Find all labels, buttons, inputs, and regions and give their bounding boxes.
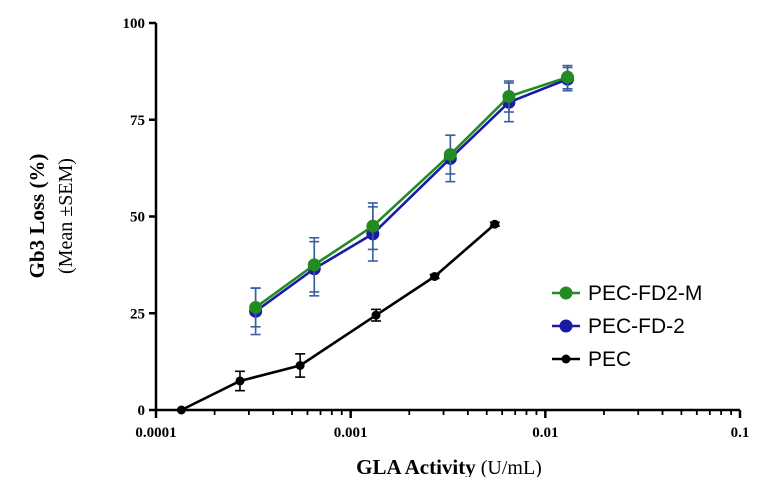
y-tick-label: 50	[130, 210, 145, 226]
y-tick-label: 0	[138, 403, 146, 419]
x-tick-label: 0.001	[334, 425, 368, 441]
data-point	[490, 219, 500, 229]
x-axis-title: GLA Activity (U/mL)	[356, 455, 542, 477]
series-line	[254, 75, 568, 309]
data-point	[249, 300, 263, 314]
legend: PEC-FD2-M PEC-FD-2 PEC	[552, 282, 702, 371]
x-tick-label: 0.0001	[135, 425, 176, 441]
legend-label: PEC-FD-2	[588, 315, 685, 338]
data-point	[371, 310, 381, 320]
axes: 0 25 50 75 100 0.0001 0.001 0.01 0.1	[123, 16, 750, 441]
series-pec	[176, 219, 500, 415]
series-group	[176, 64, 575, 415]
series-line	[254, 77, 568, 313]
legend-label: PEC-FD2-M	[588, 282, 702, 305]
legend-item: PEC	[552, 348, 631, 371]
data-point	[430, 271, 440, 281]
y-axis-subtitle: (Mean ±SEM)	[55, 158, 77, 274]
data-point	[443, 148, 457, 162]
legend-swatch-marker	[559, 286, 573, 300]
data-point	[307, 258, 321, 272]
series-pec-fd2-m	[249, 64, 575, 328]
data-point	[176, 405, 186, 415]
x-tick-label: 0.1	[731, 425, 750, 441]
y-axis-title: Gb3 Loss (%)	[25, 154, 49, 279]
data-point	[366, 219, 380, 233]
legend-label: PEC	[588, 348, 631, 371]
series-line	[180, 223, 496, 412]
y-tick-label: 100	[123, 16, 146, 32]
x-tick-label: 0.01	[532, 425, 558, 441]
data-point	[295, 360, 305, 370]
legend-swatch-marker	[561, 354, 571, 364]
legend-item: PEC-FD-2	[552, 315, 685, 338]
data-point	[561, 70, 575, 84]
legend-swatch-marker	[559, 319, 573, 333]
y-tick-label: 25	[130, 306, 145, 322]
legend-item: PEC-FD2-M	[552, 282, 702, 305]
series-pec-fd-2	[249, 66, 575, 336]
x-axis-title-main: GLA Activity	[356, 455, 476, 477]
data-point	[502, 90, 516, 104]
x-axis-title-unit: (U/mL)	[476, 457, 542, 477]
data-point	[235, 376, 245, 386]
y-tick-label: 75	[130, 113, 145, 129]
